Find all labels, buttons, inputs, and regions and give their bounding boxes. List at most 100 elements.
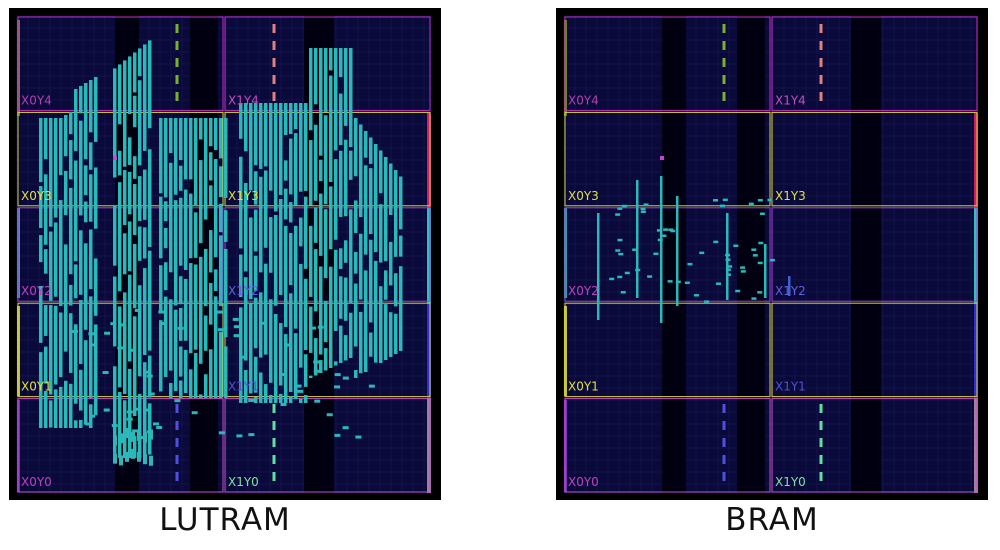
lutram-cell (131, 431, 135, 442)
lutram-cell-run (113, 366, 117, 454)
lutram-cell (156, 426, 163, 430)
lutram-cell (119, 323, 126, 327)
lutram-cell-run (133, 435, 137, 458)
lutram-cell-run (299, 263, 303, 368)
lutram-cell-run (299, 398, 303, 403)
lutram-cell-run (344, 277, 348, 321)
lutram-cell (160, 322, 167, 326)
bram-cell (617, 275, 623, 279)
lutram-cell-run (369, 239, 373, 323)
lutram-cell-run (394, 273, 398, 307)
lutram-cell (104, 331, 111, 335)
lutram-cell-run (329, 186, 333, 250)
lutram-cell (110, 322, 117, 326)
lutram-cell-run (94, 77, 98, 142)
bram-cell (751, 248, 757, 251)
lutram-cell-run (334, 159, 338, 240)
clock-region-label: X1Y1 (228, 380, 259, 394)
lutram-cell-run (374, 144, 378, 253)
bram-column (676, 196, 679, 306)
lutram-cell-run (138, 285, 142, 377)
lutram-cell (143, 454, 147, 465)
bram-cell (656, 229, 662, 232)
lutram-cell-run (138, 80, 142, 166)
lutram-cell-run (74, 420, 78, 428)
clock-region-label: X0Y2 (21, 284, 52, 298)
lutram-cell-run (84, 165, 88, 196)
bram-cell (618, 252, 624, 256)
lutram-cell-run (174, 118, 178, 195)
bram-cell (661, 234, 667, 238)
lutram-cell-run (184, 278, 188, 341)
bram-cell (632, 248, 638, 251)
clock-region-label: X1Y2 (775, 284, 806, 298)
lutram-cell-run (319, 266, 323, 355)
lutram-cell-run (69, 284, 73, 306)
lutram-cell (149, 455, 153, 466)
bram-cell (767, 198, 773, 202)
lutram-cell-run (304, 395, 308, 403)
lutram-cell-run (123, 233, 127, 275)
lutram-cell-run (339, 325, 343, 363)
lutram-cell-run (319, 48, 323, 156)
lutram-cell-run (128, 221, 132, 272)
clock-region-box (564, 111, 771, 207)
lutram-cell-run (284, 160, 288, 181)
lutram-cell (85, 422, 92, 426)
lutram-cell-run (359, 124, 363, 218)
lutram-cell (126, 410, 133, 414)
lutram-cell-run (199, 394, 203, 398)
clock-region-box (564, 302, 771, 398)
lutram-cell (355, 435, 362, 439)
lutram-cell-run (319, 159, 323, 182)
lutram-cell (317, 325, 324, 329)
lutram-cell-run (74, 264, 78, 299)
lutram-cell-run (123, 60, 127, 167)
lutram-cell (334, 433, 341, 437)
lutram-cell-run (269, 394, 273, 403)
lutram-cell-run (399, 266, 403, 351)
lutram-cell-run (79, 419, 83, 428)
lutram-cell (111, 424, 118, 428)
lutram-cell-run (354, 283, 358, 347)
bram-cell (640, 207, 646, 211)
lutram-cell-run (394, 313, 398, 354)
lutram-cell-run (179, 165, 183, 191)
lutram-cell-run (224, 118, 228, 198)
lutram-cell-run (304, 103, 308, 191)
lutram-cell-run (64, 170, 68, 216)
lutram-cell-run (254, 356, 258, 393)
bram-cell (693, 294, 699, 297)
lutram-cell-run (164, 201, 168, 222)
lutram-cell-run (254, 297, 258, 349)
lutram-cell-run (89, 229, 93, 290)
clock-region-box (771, 207, 978, 302)
clock-region-box (564, 16, 771, 111)
lutram-cell-run (184, 118, 188, 180)
lutram-cell-run (384, 304, 388, 360)
lutram-cell (129, 348, 136, 352)
lutram-cell-run (169, 383, 173, 398)
lutram-cell-run (239, 156, 243, 249)
lutram-cell-run (379, 286, 383, 363)
lutram-cell-run (219, 166, 223, 198)
lutram-cell-run (209, 283, 213, 325)
lutram-cell-run (314, 249, 318, 312)
clock-region-box (771, 302, 978, 398)
clock-region-box (224, 398, 431, 493)
lutram-cell-run (339, 276, 343, 319)
lutram-cell-run (249, 302, 253, 394)
clock-region-box (771, 16, 978, 111)
lutram-cell-run (209, 118, 213, 147)
lutram-cell (260, 321, 267, 325)
lutram-cell-run (199, 118, 203, 140)
lutram-device-view: X0Y4 X1Y4 X0Y3 X1Y3 X0Y2 X1Y2 X0Y1 X1Y1 X0Y0 X1Y0 (16, 15, 431, 493)
lutram-cell-run (159, 196, 163, 259)
lutram-cell (232, 317, 239, 321)
lutram-cell-run (254, 171, 258, 205)
lutram-cell-run (179, 276, 183, 305)
clock-region-label: X1Y4 (775, 93, 806, 107)
lutram-cell (145, 370, 152, 374)
lutram-cell-run (299, 103, 303, 192)
lutram-cell-run (194, 212, 198, 258)
